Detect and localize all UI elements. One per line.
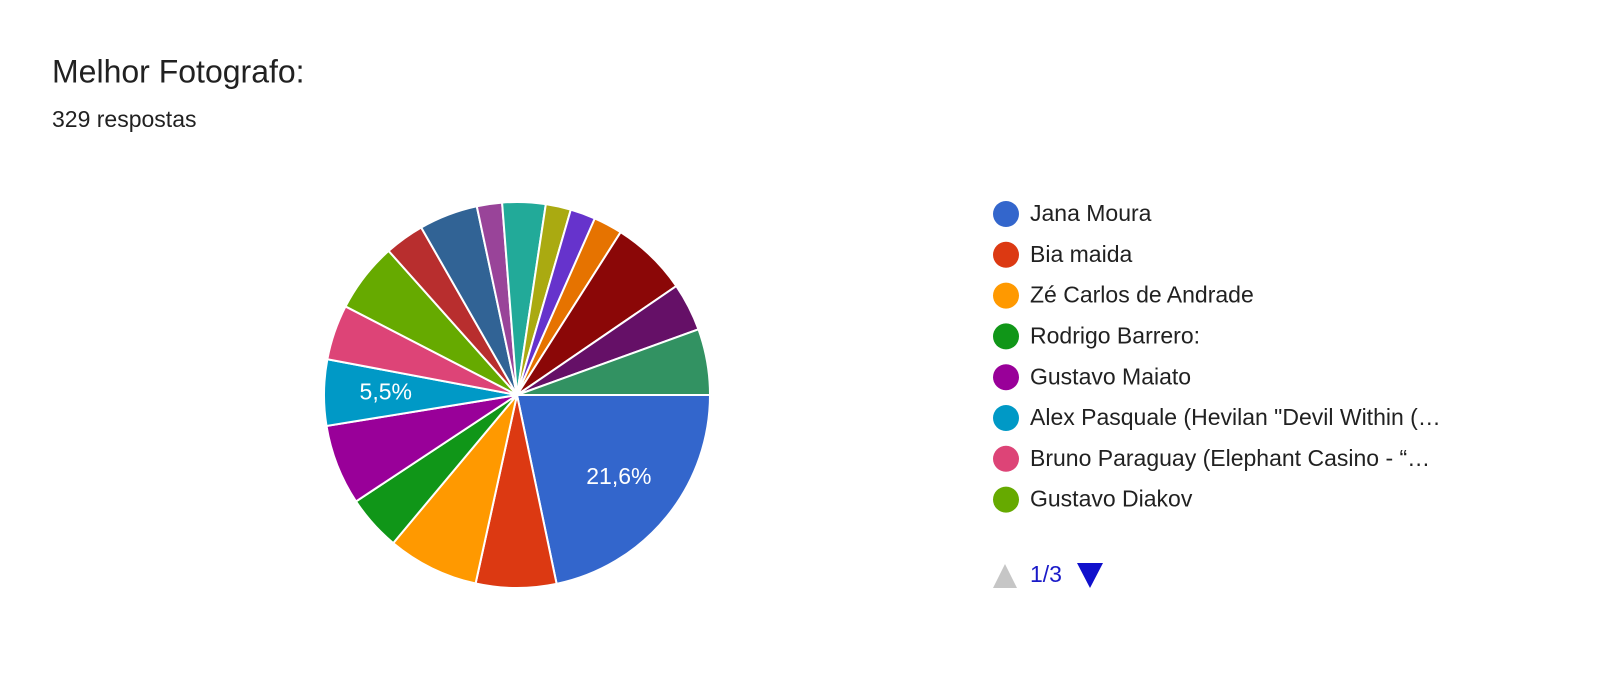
slice-label: 21,6% — [586, 463, 651, 489]
legend-swatch — [993, 201, 1019, 227]
legend-swatch — [993, 323, 1019, 350]
legend-swatch — [993, 241, 1019, 268]
legend-swatch — [993, 282, 1019, 309]
pie-slice — [391, 394, 518, 585]
legend-page: 1/3 — [1030, 561, 1062, 587]
legend-label: Rodrigo Barrero: — [1030, 322, 1200, 348]
legend-swatch — [993, 486, 1019, 513]
legend-swatch — [993, 405, 1019, 431]
chart-subtitle: 329 respostas — [52, 106, 196, 132]
legend-label: Gustavo Maiato — [1030, 363, 1191, 389]
pie-slice — [516, 328, 712, 396]
legend-swatch — [993, 364, 1019, 391]
legend-label: Bia maida — [1030, 241, 1132, 267]
legend-label: Bruno Paraguay (Elephant Casino - “… — [1030, 445, 1430, 471]
chart-title: Melhor Fotografo: — [52, 53, 305, 89]
legend-label: Gustavo Diakov — [1030, 486, 1193, 512]
pie-slice — [515, 394, 712, 586]
legend-swatch — [993, 445, 1019, 472]
legend-next[interactable] — [1077, 563, 1103, 588]
legend-label: Zé Carlos de Andrade — [1030, 282, 1254, 308]
legend-label: Jana Moura — [1030, 200, 1152, 226]
legend-prev[interactable] — [993, 564, 1017, 588]
legend-label: Alex Pasquale (Hevilan "Devil Within (… — [1030, 404, 1441, 430]
slice-label: 5,5% — [360, 378, 412, 404]
